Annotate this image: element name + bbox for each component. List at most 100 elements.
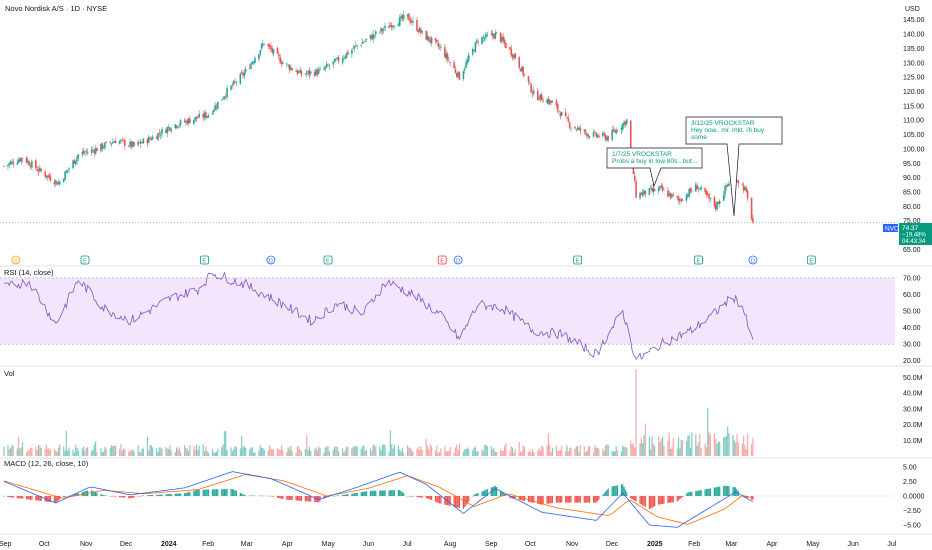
candle xyxy=(315,68,317,77)
volume-bar xyxy=(493,448,495,456)
candle xyxy=(560,111,563,116)
y-axes: 145.00140.00135.00130.00125.00120.00115.… xyxy=(903,17,925,529)
candle-body xyxy=(550,100,552,103)
candle xyxy=(27,157,29,166)
volume-bar xyxy=(631,444,633,456)
x-tick-feb: Feb xyxy=(688,541,700,548)
volume-bar xyxy=(29,447,32,456)
candle-body xyxy=(530,83,532,93)
macd-histogram-bar xyxy=(214,489,216,496)
macd-histogram-bar xyxy=(457,496,459,508)
macd-histogram-bar xyxy=(643,496,645,507)
candle-body xyxy=(708,193,710,199)
volume-bar xyxy=(578,452,580,456)
volume-bar xyxy=(91,450,93,456)
rsi-axis-tick-2: 50.00 xyxy=(903,309,921,316)
candle-body xyxy=(28,161,31,166)
volume-bar xyxy=(241,435,243,456)
macd-histogram-bar xyxy=(326,496,328,497)
candle xyxy=(110,143,113,148)
candle-body xyxy=(9,161,12,165)
candle-body xyxy=(485,33,487,38)
macd-histogram-bar xyxy=(652,496,654,507)
candle xyxy=(434,37,437,45)
candle-body xyxy=(369,34,372,39)
macd-histogram-bar xyxy=(586,496,588,503)
volume-bar xyxy=(614,451,616,456)
macd-histogram-bar xyxy=(221,489,223,496)
candle-body xyxy=(343,57,345,59)
candle-body xyxy=(161,129,163,135)
volume-bar xyxy=(133,451,135,456)
macd-histogram-bar xyxy=(47,496,49,502)
volume-bar xyxy=(156,448,158,456)
candle-body xyxy=(105,141,108,143)
macd-axis-tick-1: 2.50 xyxy=(903,479,917,486)
candle xyxy=(736,179,738,182)
candle-body xyxy=(595,132,598,137)
candle-body xyxy=(147,136,150,143)
macd-histogram-bar xyxy=(187,492,190,496)
volume-bar xyxy=(472,450,474,456)
candle-body xyxy=(449,62,451,63)
volume-bar xyxy=(12,446,14,456)
volume-bar xyxy=(750,443,753,456)
volume-bar xyxy=(671,447,673,456)
annotation-2[interactable]: 3/12/25 VROCKSTAR Hey now.. mr. mkt. i'l… xyxy=(685,116,783,217)
macd-histogram-bar xyxy=(578,496,580,503)
volume-bar xyxy=(96,451,98,456)
candle xyxy=(343,55,345,61)
candle xyxy=(286,62,288,68)
candle-body xyxy=(408,13,410,21)
candle-body xyxy=(235,82,238,83)
candle-body xyxy=(514,53,517,59)
volume-bar xyxy=(569,447,571,456)
volume-bar xyxy=(195,444,198,456)
candle xyxy=(402,11,405,22)
macd-histogram-bar xyxy=(744,496,746,498)
macd-histogram-bar xyxy=(373,490,376,496)
candle xyxy=(207,113,210,119)
macd-histogram-bar xyxy=(453,496,455,507)
volume-bar xyxy=(709,434,712,456)
volume-bar xyxy=(384,445,386,456)
candle xyxy=(351,48,353,58)
candle xyxy=(54,179,57,187)
volume-bar xyxy=(110,444,113,456)
candle xyxy=(607,135,609,143)
candle xyxy=(73,159,76,164)
volume-bar xyxy=(55,450,57,456)
macd-histogram-bar xyxy=(445,496,447,505)
volume-bar xyxy=(634,447,636,456)
candle xyxy=(657,185,660,195)
annotation-1[interactable]: 1/7/25 VROCKSTAR Probs a buy in low 80s.… xyxy=(606,147,703,188)
volume-bar xyxy=(11,444,13,456)
candle-body xyxy=(540,94,543,101)
macd-histogram-bar xyxy=(444,496,446,505)
volume-bar xyxy=(412,451,414,456)
candle-body xyxy=(96,148,98,152)
candle xyxy=(677,195,680,205)
macd-histogram-bar xyxy=(234,490,236,496)
macd-histogram-bar xyxy=(12,496,14,498)
event-marker-box xyxy=(573,255,583,265)
volume-bar xyxy=(561,445,563,456)
candle-body xyxy=(211,113,214,114)
macd-histogram-bar xyxy=(161,494,163,496)
candle-body xyxy=(490,33,493,35)
candle-body xyxy=(677,198,680,201)
candle-body xyxy=(418,28,421,33)
candle-body xyxy=(458,72,461,80)
candle-body xyxy=(742,185,745,191)
candle-body xyxy=(635,181,637,198)
candle xyxy=(323,65,325,71)
macd-histogram-bar xyxy=(36,496,38,501)
candle xyxy=(499,32,502,43)
volume-bar xyxy=(67,450,69,456)
macd-histogram-bar xyxy=(501,491,503,496)
macd-histogram-bar xyxy=(569,496,571,503)
candle xyxy=(223,96,226,101)
macd-histogram-bar xyxy=(195,490,198,496)
candle-body xyxy=(137,141,139,145)
